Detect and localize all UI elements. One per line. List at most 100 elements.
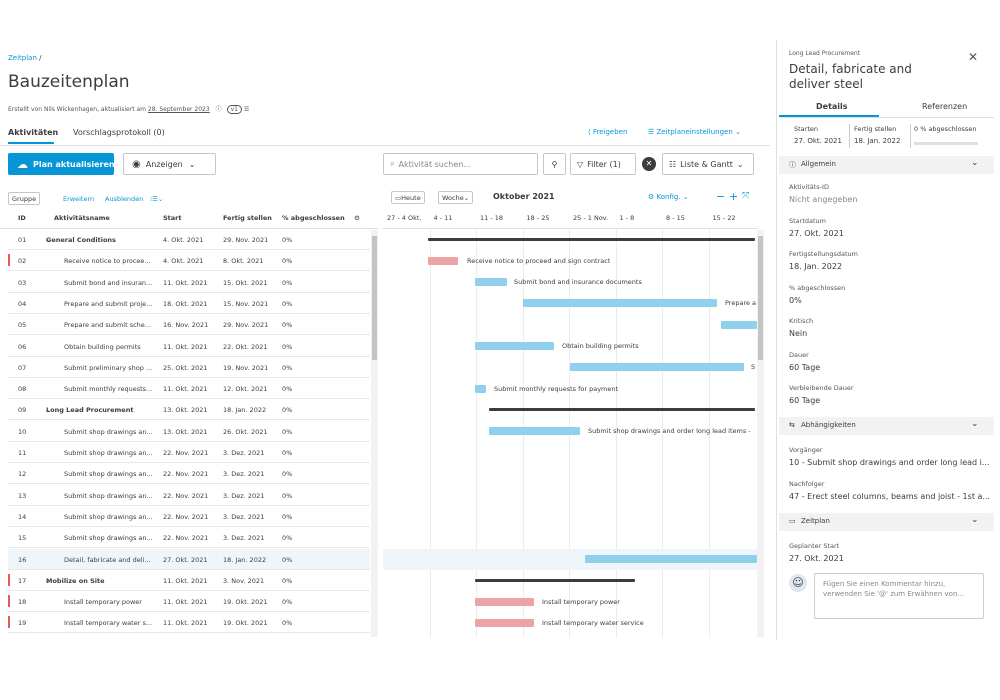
pred-link[interactable]: 10 - Submit shop drawings and order long… [789, 458, 990, 467]
table-row[interactable]: 09 ⌄ Long Lead Procurement 13. Okt. 2021 18.… [8, 399, 370, 421]
view-mode-dropdown[interactable]: ☷ Liste & Gantt ⌄ [662, 153, 754, 175]
col-start[interactable]: Start [163, 214, 182, 222]
update-plan-button[interactable]: ☁ Plan aktualisieren [8, 153, 115, 175]
task-bar[interactable] [721, 320, 757, 329]
summary-bar[interactable] [428, 238, 755, 241]
grid-header: ID Aktivitätsname Start Fertig stellen %… [8, 214, 370, 226]
table-row[interactable]: 18 Install temporary power 11. Okt. 2021 19… [8, 591, 370, 613]
view-dropdown[interactable]: ◉ Anzeigen ⌄ [123, 153, 216, 175]
cell-start: 11. Okt. 2021 [163, 278, 208, 287]
share-button[interactable]: ⟨ Freigeben [588, 128, 628, 136]
week-gridline [615, 228, 617, 638]
grid-scrollbar[interactable] [371, 230, 378, 637]
group-label: Gruppe [12, 194, 37, 203]
table-row[interactable]: 04 Prepare and submit proje... 18. Okt. 20… [8, 293, 370, 314]
panel-tab-references[interactable]: Referenzen [922, 102, 968, 111]
table-row[interactable]: 12 Submit shop drawings an... 22. Nov. 202… [8, 463, 370, 485]
version-badge[interactable]: v1 [226, 105, 242, 114]
close-icon[interactable]: ✕ [968, 50, 979, 64]
task-bar[interactable] [428, 256, 458, 265]
table-row[interactable]: 17 ⌄ Mobilize on Site 11. Okt. 2021 3. Nov. … [8, 570, 370, 591]
task-bar[interactable] [475, 278, 507, 287]
task-bar[interactable] [585, 555, 757, 563]
task-bar[interactable] [475, 384, 486, 393]
column-settings-icon[interactable]: ⚙ [354, 214, 360, 222]
cell-start: 27. Okt. 2021 [163, 555, 208, 564]
task-bar[interactable] [523, 299, 717, 308]
cell-start: 4. Okt. 2021 [163, 236, 204, 244]
chevron-down-icon[interactable]: ⌄ [45, 406, 51, 415]
table-row[interactable]: 05 Prepare and submit sche... 16. Nov. 202… [8, 314, 370, 336]
chevron-down-icon[interactable]: ⌄ [45, 576, 51, 585]
table-row[interactable]: 15 Submit shop drawings an... 22. Nov. 202… [8, 527, 370, 549]
info-icon[interactable]: ⓘ [215, 106, 222, 113]
table-row[interactable]: 14 Submit shop drawings an... 22. Nov. 202… [8, 506, 370, 527]
cell-start: 16. Nov. 2021 [163, 321, 209, 330]
task-bar-label: Obtain building permits [562, 342, 639, 350]
cell-start: 11. Okt. 2021 [163, 385, 208, 394]
field-label: Aktivitäts-ID [789, 183, 829, 191]
cell-id: 14 [18, 512, 27, 521]
task-bar[interactable] [475, 342, 554, 350]
today-button[interactable]: ▭ Heute [391, 191, 425, 204]
fit-icon[interactable]: ⤧ [742, 191, 750, 201]
cell-name: Submit bond and insuran... [64, 278, 153, 287]
col-end[interactable]: Fertig stellen [223, 214, 272, 222]
table-row[interactable]: 16 Detail, fabricate and deli... 27. Okt. … [8, 548, 370, 570]
col-name[interactable]: Aktivitätsname [54, 214, 110, 222]
summary-bar[interactable] [489, 408, 755, 412]
table-row[interactable]: 01 ⌄ General Conditions 4. Okt. 2021 29. Nov… [8, 229, 370, 250]
panel-tab-details[interactable]: Details [816, 102, 848, 111]
col-pct[interactable]: % abgeschlossen [282, 214, 345, 222]
table-row[interactable]: 02 Receive notice to procee... 4. Okt. 202… [8, 250, 370, 272]
table-row[interactable]: 13 Submit shop drawings an... 22. Nov. 202… [8, 485, 370, 506]
panel-pct-label: 0 % abgeschlossen [914, 125, 977, 133]
config-label: Konfig. [656, 193, 681, 201]
table-row[interactable]: 11 Submit shop drawings an... 22. Nov. 202… [8, 442, 370, 463]
table-row[interactable]: 06 Obtain building permits 11. Okt. 2021 22… [8, 336, 370, 357]
task-bar[interactable] [475, 618, 534, 627]
indent-icon[interactable]: ⁝☰⌄ [150, 195, 164, 203]
zoom-in-icon[interactable]: + [729, 190, 739, 203]
breadcrumb-root[interactable]: Zeitplan [8, 54, 37, 62]
comment-input[interactable]: Fügen Sie einen Kommentar hinzu, verwend… [814, 573, 984, 619]
table-row[interactable]: 07 Submit preliminary shop ... 25. Okt. 20… [8, 357, 370, 378]
section-general[interactable]: ⓘ Allgemein ⌄ [779, 156, 994, 174]
collapse-button[interactable]: Ausblenden [105, 195, 144, 203]
zoom-out-icon[interactable]: − [716, 190, 726, 203]
activity-search[interactable]: ⌕ Aktivität suchen... [383, 153, 538, 175]
cell-id: 12 [18, 470, 27, 479]
expand-button[interactable]: Erweitern [63, 195, 95, 203]
cell-start: 11. Okt. 2021 [163, 576, 208, 585]
chevron-down-icon[interactable]: ⌄ [45, 236, 51, 244]
section-schedule[interactable]: ▭ Zeitplan ⌄ [779, 513, 994, 531]
field-label: Fertigstellungsdatum [789, 250, 858, 258]
section-dependencies[interactable]: ⇆ Abhängigkeiten ⌄ [779, 417, 994, 435]
binoculars-button[interactable]: ⚲ [543, 153, 566, 175]
table-row[interactable]: 03 Submit bond and insuran... 11. Okt. 202… [8, 272, 370, 293]
scale-dropdown[interactable]: Woche ⌄ [438, 191, 474, 204]
task-bar[interactable] [570, 363, 744, 372]
table-row[interactable]: 10 Submit shop drawings an... 13. Okt. 202… [8, 421, 370, 442]
table-row[interactable]: 19 Install temporary water s... 11. Okt. 2… [8, 612, 370, 634]
filter-button[interactable]: ▽ Filter (1) [570, 153, 636, 175]
col-id[interactable]: ID [18, 214, 26, 222]
table-row[interactable]: 08 Submit monthly requests... 11. Okt. 202… [8, 378, 370, 400]
task-bar[interactable] [489, 427, 580, 436]
grid-scrollbar-thumb[interactable] [372, 236, 377, 360]
tab-proposals[interactable]: Vorschlagsprotokoll (0) [73, 128, 165, 137]
succ-link[interactable]: 47 - Erect steel columns, beams and jois… [789, 492, 991, 501]
summary-bar[interactable] [475, 578, 635, 582]
cell-end: 3. Dez. 2021 [223, 512, 265, 521]
panel-parent: Long Lead Procurement [789, 50, 861, 57]
config-button[interactable]: ⚙ Konfig. ⌄ [648, 193, 689, 201]
clear-filter-icon[interactable]: ✕ [642, 157, 656, 171]
tab-activities[interactable]: Aktivitäten [8, 128, 59, 137]
group-button[interactable]: Gruppe [8, 192, 41, 205]
list-icon[interactable]: ☰ [243, 106, 250, 113]
gantt-scrollbar[interactable] [757, 230, 764, 637]
gantt-scrollbar-thumb[interactable] [758, 236, 763, 360]
task-bar[interactable] [475, 597, 534, 606]
schedule-settings-button[interactable]: ☰ Zeitplaneinstellungen ⌄ [648, 128, 741, 136]
cell-id: 16 [18, 555, 27, 564]
